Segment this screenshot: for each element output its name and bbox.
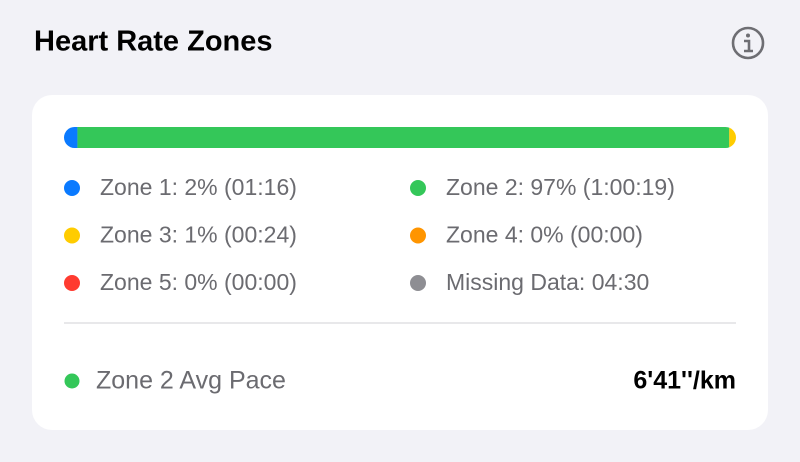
info-stem <box>744 39 753 53</box>
legend-dot <box>64 275 80 291</box>
zone-segment <box>77 127 730 148</box>
pace-label: Zone 2 Avg Pace <box>96 367 286 395</box>
legend-dot <box>410 227 426 244</box>
info-dot <box>746 33 750 38</box>
zone-segment <box>64 127 78 148</box>
legend-label: Missing Data: 04:30 <box>446 269 649 295</box>
pace-dot <box>64 373 80 389</box>
info-button[interactable] <box>731 26 765 60</box>
pace-value: 6'41''/km <box>633 367 736 395</box>
legend-label: Zone 3: 1% (00:24) <box>100 222 297 248</box>
card <box>32 95 768 430</box>
legend-dot <box>64 180 80 196</box>
legend-label: Zone 4: 0% (00:00) <box>446 222 643 248</box>
legend-label: Zone 2: 97% (1:00:19) <box>446 174 675 200</box>
title: Heart Rate Zones <box>34 26 273 58</box>
legend-dot <box>64 227 80 244</box>
legend-label: Zone 1: 2% (01:16) <box>100 174 297 200</box>
legend-label: Zone 5: 0% (00:00) <box>100 269 297 295</box>
zone-bar <box>64 127 736 148</box>
zone-segment <box>729 127 736 148</box>
legend-dot <box>410 180 426 196</box>
legend-dot <box>410 275 426 291</box>
info-ring <box>731 26 765 60</box>
